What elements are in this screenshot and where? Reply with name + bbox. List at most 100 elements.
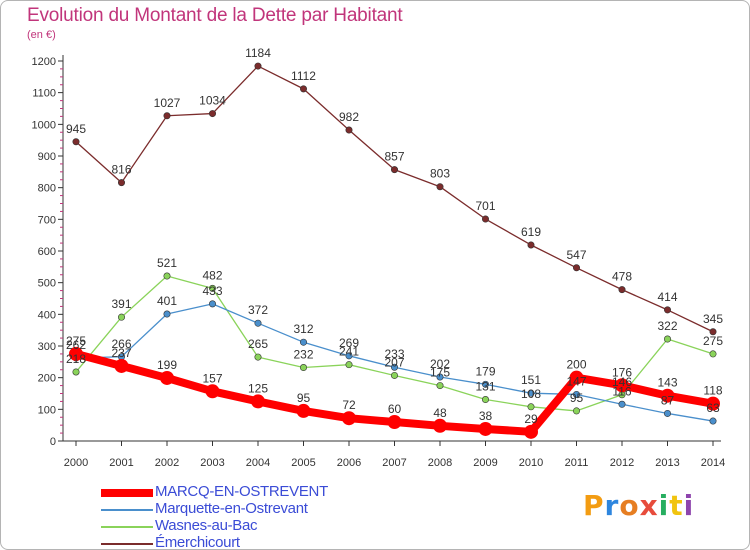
chart-title: Evolution du Montant de la Dette par Hab… <box>27 5 403 26</box>
data-label--merchicourt: 701 <box>475 199 495 213</box>
x-tick-label: 2010 <box>519 457 543 469</box>
data-label-marcq-en-ostrevent: 176 <box>612 365 632 379</box>
x-tick-label: 2000 <box>64 457 88 469</box>
x-tick-label: 2004 <box>246 457 270 469</box>
logo-letter: i <box>658 489 670 522</box>
y-tick-label: 400 <box>38 309 56 321</box>
x-tick-label: 2001 <box>109 457 133 469</box>
data-label-wasnes-au-bac: 275 <box>703 334 723 348</box>
data-label-marcq-en-ostrevent: 72 <box>342 398 356 412</box>
data-label-marcq-en-ostrevent: 38 <box>479 409 493 423</box>
x-tick-label: 2008 <box>428 457 452 469</box>
x-tick-label: 2011 <box>565 457 589 469</box>
x-tick-label: 2003 <box>200 457 224 469</box>
data-label--merchicourt: 1184 <box>245 46 271 60</box>
data-point-marquette-en-ostrevant <box>663 409 671 417</box>
data-point--merchicourt <box>299 85 307 93</box>
legend-swatch-wasnes-au-bac <box>101 526 153 528</box>
data-label-marcq-en-ostrevent: 143 <box>657 376 677 390</box>
logo-letter: i <box>683 489 695 522</box>
data-label-marcq-en-ostrevent: 95 <box>297 391 311 405</box>
data-label-marcq-en-ostrevent: 200 <box>566 358 586 372</box>
data-point-marcq-en-ostrevent <box>569 370 584 385</box>
x-tick-label: 2002 <box>155 457 179 469</box>
data-label--merchicourt: 547 <box>566 248 586 262</box>
data-point-marcq-en-ostrevent <box>433 418 447 433</box>
data-label-marquette-en-ostrevant: 372 <box>248 303 268 317</box>
data-label--merchicourt: 1112 <box>291 69 316 83</box>
data-label--merchicourt: 1034 <box>199 94 226 108</box>
logo-letter: x <box>639 489 659 522</box>
data-point-wasnes-au-bac <box>345 361 353 369</box>
data-point-marcq-en-ostrevent <box>660 388 675 403</box>
data-point-marquette-en-ostrevant <box>299 338 307 346</box>
data-label-wasnes-au-bac: 232 <box>293 348 313 362</box>
x-tick-label: 2014 <box>701 457 725 469</box>
data-point-marquette-en-ostrevant <box>163 310 171 318</box>
data-label-marquette-en-ostrevant: 233 <box>384 347 404 361</box>
data-point--merchicourt <box>481 215 489 223</box>
x-tick-label: 2006 <box>337 457 361 469</box>
data-label-wasnes-au-bac: 241 <box>339 345 359 359</box>
data-point-wasnes-au-bac <box>209 284 217 292</box>
data-label-marcq-en-ostrevent: 237 <box>111 346 131 360</box>
data-label--merchicourt: 1027 <box>154 96 181 110</box>
data-point-marcq-en-ostrevent <box>478 421 493 436</box>
x-tick-label: 2007 <box>382 457 406 469</box>
data-label-marcq-en-ostrevent: 48 <box>433 406 447 420</box>
chart-subtitle: (en €) <box>27 29 56 41</box>
data-label-marquette-en-ostrevant: 269 <box>339 336 359 350</box>
legend-label-wasnes-au-bac: Wasnes-au-Bac <box>155 517 258 534</box>
data-label-marcq-en-ostrevent: 118 <box>703 384 722 398</box>
y-tick-label: 700 <box>38 214 56 226</box>
data-label-wasnes-au-bac: 175 <box>430 366 450 380</box>
data-point-marcq-en-ostrevent <box>69 346 83 361</box>
data-point-marcq-en-ostrevent <box>160 370 174 385</box>
y-tick-label: 1200 <box>32 56 56 68</box>
data-point-wasnes-au-bac <box>254 353 262 361</box>
data-label-wasnes-au-bac: 521 <box>157 256 177 270</box>
data-label-wasnes-au-bac: 207 <box>384 355 404 369</box>
data-point-marquette-en-ostrevant <box>709 417 717 425</box>
data-label-wasnes-au-bac: 482 <box>202 268 222 282</box>
data-label-marcq-en-ostrevent: 275 <box>66 334 86 348</box>
y-tick-label: 1100 <box>32 88 56 100</box>
data-point-marcq-en-ostrevent <box>251 394 265 409</box>
data-label-marquette-en-ostrevant: 116 <box>612 384 631 398</box>
data-point-wasnes-au-bac <box>163 272 171 280</box>
data-point-wasnes-au-bac <box>709 350 717 358</box>
data-point-wasnes-au-bac <box>572 407 580 415</box>
data-label--merchicourt: 982 <box>339 110 359 124</box>
legend-label--merchicourt: Émerchicourt <box>155 534 240 550</box>
data-point--merchicourt <box>390 166 398 174</box>
data-label-marquette-en-ostrevant: 401 <box>157 294 177 308</box>
y-tick-label: 100 <box>38 404 56 416</box>
data-point--merchicourt <box>436 183 444 191</box>
data-point-marquette-en-ostrevant <box>345 352 353 360</box>
data-point-marquette-en-ostrevant <box>209 300 217 308</box>
line-chart: 0 100 200 300 400 500 600 700 800 900 1000 1100 1200… <box>32 46 726 469</box>
y-tick-label: 600 <box>38 246 56 258</box>
data-point-wasnes-au-bac <box>72 368 80 376</box>
legend-label-marquette-en-ostrevant: Marquette-en-Ostrevant <box>155 500 308 517</box>
data-label--merchicourt: 945 <box>66 122 86 136</box>
data-point-marquette-en-ostrevant <box>390 363 398 371</box>
data-point--merchicourt <box>618 286 626 294</box>
y-tick-label: 200 <box>38 373 56 385</box>
y-tick-label: 800 <box>38 183 56 195</box>
x-tick-label: 2013 <box>655 457 679 469</box>
data-label-marquette-en-ostrevant: 266 <box>111 337 131 351</box>
x-tick-label: 2009 <box>473 457 497 469</box>
data-label-marquette-en-ostrevant: 312 <box>293 322 313 336</box>
data-label-marcq-en-ostrevent: 60 <box>388 402 402 416</box>
data-point-marquette-en-ostrevant <box>436 373 444 381</box>
y-tick-label: 1000 <box>32 119 56 131</box>
data-label-wasnes-au-bac: 146 <box>612 375 632 389</box>
x-tick-label: 2005 <box>291 457 315 469</box>
data-label--merchicourt: 857 <box>384 150 404 164</box>
data-point-marcq-en-ostrevent <box>342 411 356 426</box>
data-point-marquette-en-ostrevant <box>618 400 626 408</box>
data-point-marcq-en-ostrevent <box>114 358 129 373</box>
data-label--merchicourt: 803 <box>430 167 450 181</box>
